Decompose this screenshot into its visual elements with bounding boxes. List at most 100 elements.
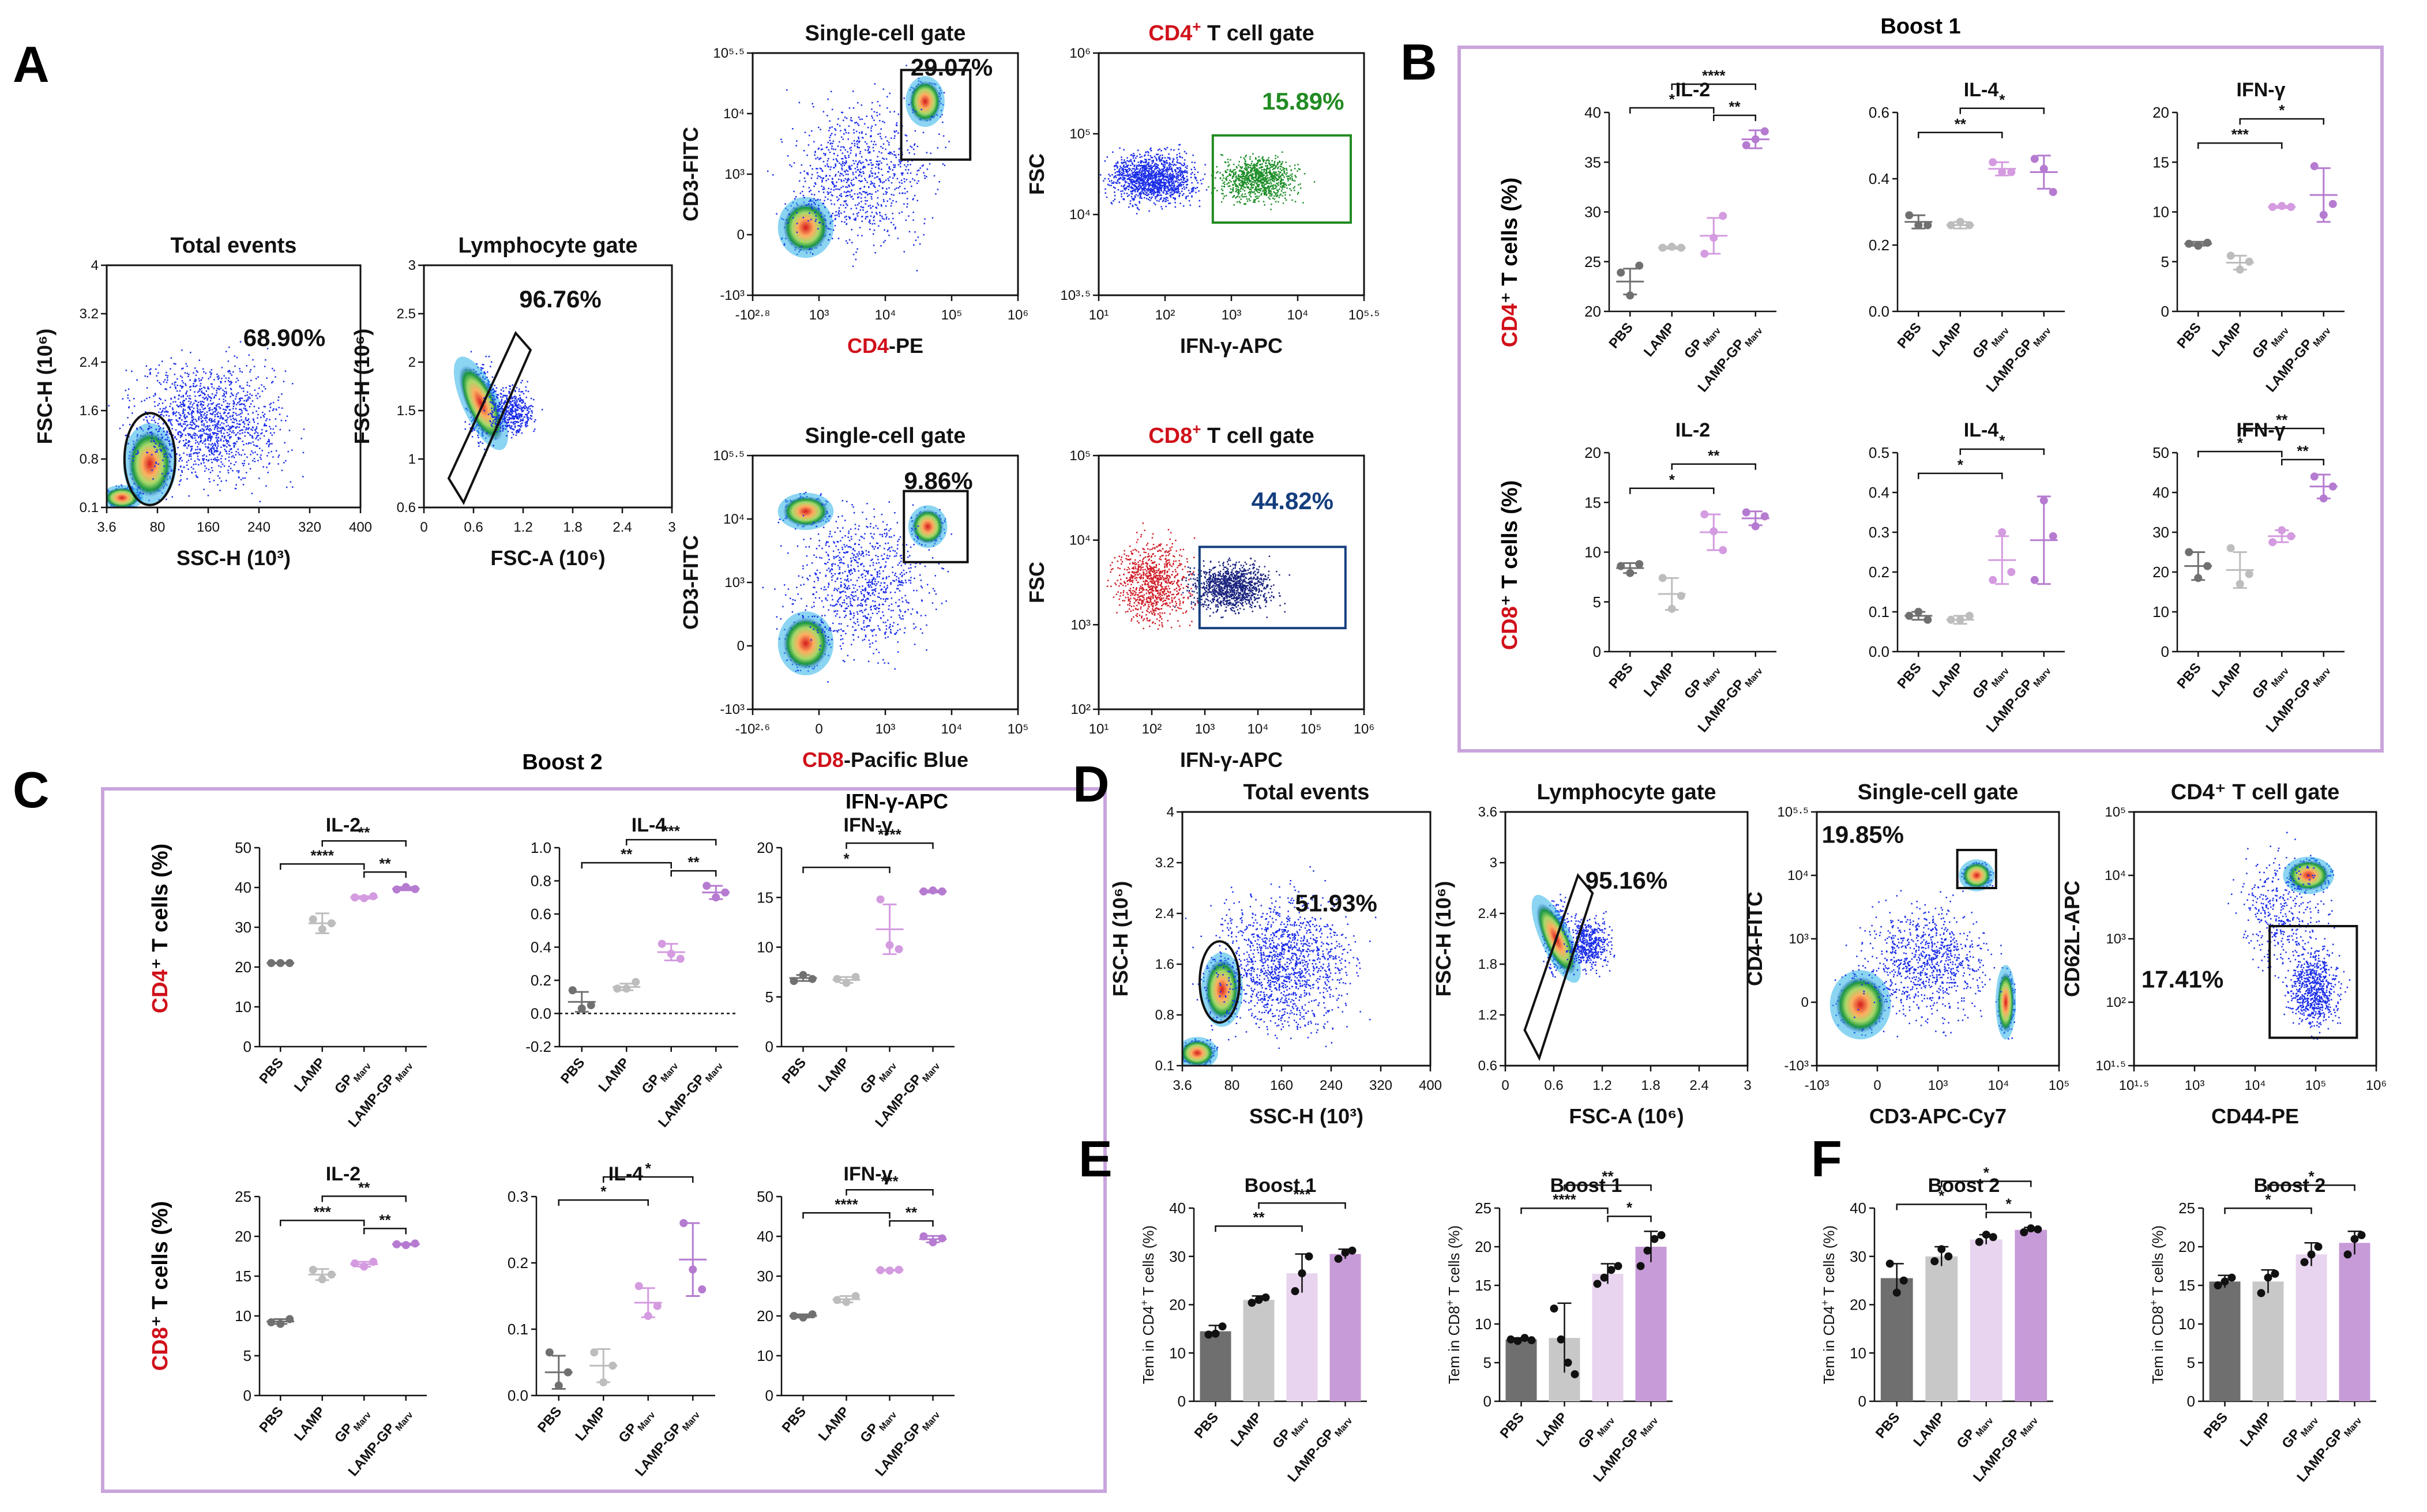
chart-title-B_cd4_il4: IL-4 bbox=[1964, 79, 1999, 101]
data-point-B_cd8_il2-3-0 bbox=[1742, 508, 1750, 517]
data-point-C_cd8_ifng-2-2 bbox=[895, 1265, 903, 1274]
y-tick-label-d_total: 3.2 bbox=[1155, 855, 1174, 871]
data-point-E_cd8-2-2 bbox=[1607, 1266, 1616, 1274]
bar-E_cd4-2 bbox=[1286, 1273, 1318, 1401]
category-main: PBS bbox=[779, 1404, 809, 1436]
y-tick-label-B_cd4_il4: 0.4 bbox=[1869, 170, 1889, 187]
category-label-C_cd4_ifng-1: LAMP bbox=[816, 1055, 852, 1095]
y-tick-label-d_total: 1.6 bbox=[1155, 957, 1174, 972]
sig-label-B_cd8_il4-0: * bbox=[1958, 456, 1964, 473]
flow-plot-a_cd4: 10¹ 10² 10³ 10⁴ 10⁵·⁵ 10³·⁵ 10⁴ 10⁵ 10⁶ CD4+ T ce… bbox=[1025, 18, 1380, 358]
flow-title-a_total: Total events bbox=[171, 234, 297, 258]
y-tick-label-a_lymph: 2 bbox=[408, 355, 416, 370]
flow-ylabel-a_single1: CD3-FITC bbox=[679, 127, 702, 221]
data-point-F_cd8-2-0 bbox=[2300, 1258, 2309, 1266]
x-tick-label-a_lymph: 2.4 bbox=[613, 520, 632, 535]
chart-title-B_cd8_il4: IL-4 bbox=[1964, 419, 1999, 441]
sig-label-C_cd4_il4-0: ** bbox=[621, 845, 633, 863]
chart-title-F_cd4: Boost 2 bbox=[1928, 1175, 2000, 1197]
c-row-label-cd4-red: CD4 bbox=[148, 969, 172, 1013]
data-point-B_cd8_ifng-3-0 bbox=[2310, 472, 2319, 481]
category-sub: Marv bbox=[636, 1410, 657, 1433]
chart-title-C_cd4_il2: IL-2 bbox=[326, 814, 360, 836]
category-sub: Marv bbox=[2342, 1416, 2364, 1439]
category-main: LAMP bbox=[2209, 320, 2246, 360]
category-sub: Marv bbox=[659, 1061, 680, 1084]
y-tick-label-B_cd8_il2: 0 bbox=[1593, 643, 1601, 660]
data-point-C_cd4_ifng-3-2 bbox=[938, 887, 946, 896]
x-tick-label-d_single: 0 bbox=[1873, 1078, 1881, 1093]
ylabel-post: T cells (%) bbox=[1445, 1225, 1463, 1300]
x-tick-label-d_lymph: 2.4 bbox=[1689, 1078, 1708, 1093]
bar-E_cd4-1 bbox=[1243, 1300, 1275, 1401]
ylabel-pre: Tem in CD4 bbox=[1820, 1306, 1838, 1384]
category-label-C_cd4_il2-2: GPMarv bbox=[332, 1055, 373, 1099]
sig-bracket-B_cd4_il4-0 bbox=[1918, 131, 2003, 138]
y-tick-label-a_cd4: 10⁵ bbox=[1069, 126, 1091, 142]
x-tick-label-a_cd8: 10⁴ bbox=[1247, 721, 1268, 737]
density-core-d_single-0 bbox=[1835, 976, 1885, 1033]
category-sub: Marv bbox=[2031, 326, 2053, 349]
data-point-F_cd8-3-2 bbox=[2357, 1231, 2366, 1239]
sig-label-C_cd4_il2-1: ** bbox=[358, 823, 370, 841]
flow-ylabel-d_cd4: CD62L-APC bbox=[2060, 881, 2084, 997]
x-tick-label-a_total: 3.6 bbox=[97, 520, 116, 535]
category-main: PBS bbox=[1894, 660, 1924, 692]
y-tick-label-d_single: -10³ bbox=[1784, 1058, 1809, 1074]
y-tick-label-a_lymph: 2.5 bbox=[397, 306, 416, 322]
x-tick-label-d_single: 10⁵ bbox=[2049, 1078, 2070, 1093]
flow-title-d_single: Single-cell gate bbox=[1858, 780, 2019, 804]
sig-label-B_cd8_ifng-2: ** bbox=[2297, 442, 2309, 460]
y-tick-label-a_cd4: 10³·⁵ bbox=[1060, 288, 1091, 303]
flow-title-a_cd8: CD8+ T cell gate bbox=[1148, 420, 1314, 448]
c-row-label-cd4: CD4⁺ T cells (%) bbox=[148, 844, 172, 1014]
category-label-B_cd4_il4-0: PBS bbox=[1894, 320, 1924, 352]
category-main: PBS bbox=[779, 1055, 809, 1087]
data-point-C_cd8_il4-1-1 bbox=[599, 1378, 608, 1386]
category-main: GP bbox=[2279, 1426, 2304, 1451]
y-tick-label-d_single: 10⁵·⁵ bbox=[1777, 804, 1809, 820]
x-tick-label-a_total: 400 bbox=[349, 520, 372, 535]
category-label-C_cd8_il4-1: LAMP bbox=[572, 1404, 609, 1444]
category-main: GP bbox=[1970, 336, 1994, 362]
category-main: PBS bbox=[1606, 660, 1636, 692]
data-point-F_cd8-1-1 bbox=[2264, 1273, 2272, 1282]
flow-plot-d_single: -10³ 0 10³ 10⁴ 10⁵ -10³ 0 10³ 10⁴ 10⁵·⁵ Single-cel… bbox=[1743, 780, 2069, 1128]
flow-ylabel-d_lymph: FSC-H (10⁶) bbox=[1432, 881, 1455, 997]
data-point-F_cd8-0-0 bbox=[2214, 1281, 2222, 1289]
y-tick-label-B_cd8_il4: 0.0 bbox=[1869, 643, 1889, 660]
gate-a_cd4 bbox=[1211, 134, 1352, 224]
x-tick-label-a_cd8: 10⁵ bbox=[1301, 721, 1322, 737]
data-point-E_cd4-1-0 bbox=[1248, 1299, 1256, 1307]
y-tick-label-d_lymph: 3.6 bbox=[1478, 804, 1497, 820]
sig-label-C_cd8_il2-2: ** bbox=[379, 1211, 391, 1228]
y-tick-label-d_cd4: 10¹·⁵ bbox=[2095, 1058, 2126, 1074]
y-tick-label-C_cd4_ifng: 0 bbox=[765, 1038, 773, 1055]
sig-label-B_cd4_ifng-1: * bbox=[2279, 101, 2285, 119]
data-point-F_cd4-1-1 bbox=[1937, 1245, 1946, 1254]
x-tick-label-d_total: 400 bbox=[1419, 1078, 1442, 1093]
data-point-B_cd4_il4-0-2 bbox=[1923, 221, 1932, 230]
flow-xlabel-d_total: SSC-H (10³) bbox=[1249, 1104, 1363, 1128]
data-point-C_cd8_il4-3-1 bbox=[689, 1265, 697, 1274]
x-tick-label-a_single2: 0 bbox=[815, 721, 822, 737]
y-tick-label-a_single2: 0 bbox=[737, 638, 745, 654]
data-point-C_cd4_il2-2-1 bbox=[360, 894, 369, 902]
data-point-B_cd4_il4-0-1 bbox=[1914, 221, 1923, 230]
y-tick-label-d_cd4: 10² bbox=[2106, 995, 2126, 1010]
data-point-C_cd4_il2-3-0 bbox=[392, 885, 401, 894]
bar-E_cd4-0 bbox=[1200, 1331, 1231, 1401]
data-point-B_cd8_il4-2-1 bbox=[1998, 528, 2007, 536]
data-point-E_cd8-3-0 bbox=[1636, 1262, 1645, 1270]
data-point-E_cd4-0-0 bbox=[1204, 1330, 1213, 1339]
data-point-B_cd4_ifng-1-2 bbox=[2245, 257, 2253, 266]
flow-ylabel-a_cd4: FSC bbox=[1025, 153, 1049, 195]
chart-title-E_cd4: Boost 1 bbox=[1245, 1175, 1317, 1197]
category-main: LAMP bbox=[595, 1055, 632, 1095]
data-point-B_cd4_il4-1-2 bbox=[1965, 221, 1974, 230]
data-point-B_cd8_ifng-2-0 bbox=[2268, 538, 2277, 547]
sig-bracket-C_cd4_il2-2 bbox=[363, 871, 407, 878]
sig-label-B_cd8_il2-1: ** bbox=[1708, 447, 1720, 464]
data-point-C_cd4_il2-0-2 bbox=[285, 959, 294, 968]
